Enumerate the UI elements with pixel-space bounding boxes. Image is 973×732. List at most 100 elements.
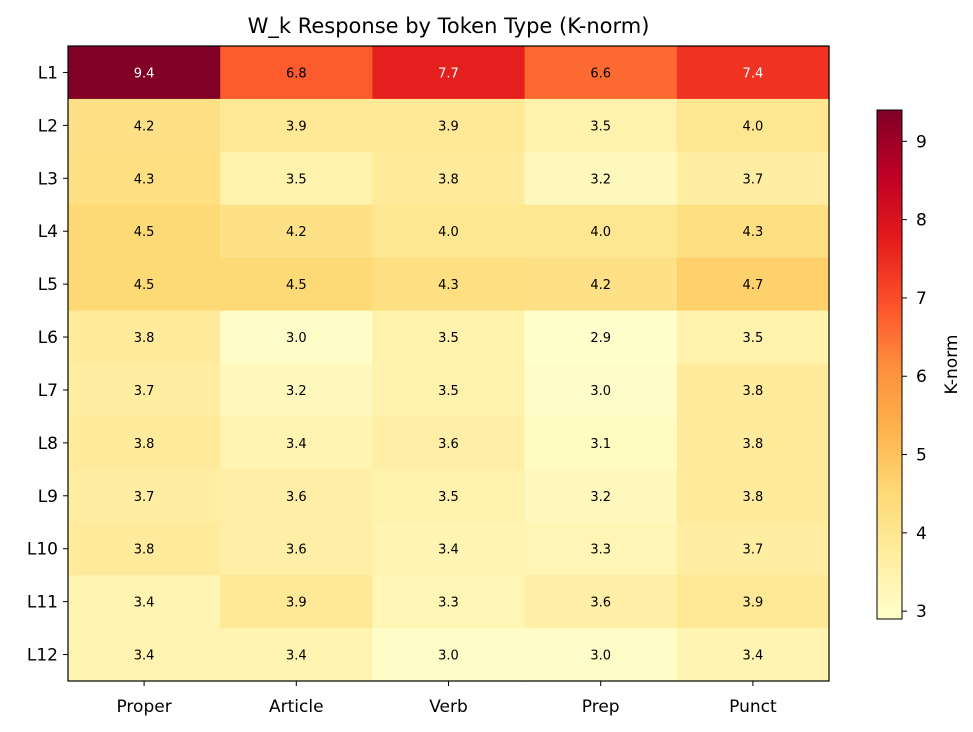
heatmap-cell: [372, 416, 526, 470]
cell-value-label: 3.5: [286, 172, 307, 187]
cell-value-label: 3.6: [286, 543, 307, 558]
heatmap-cell: [68, 204, 221, 259]
colorbar-tick-label: 7: [916, 289, 927, 309]
cell-value-label: 4.3: [743, 225, 764, 240]
x-tick-label: Prep: [582, 697, 620, 717]
cell-value-label: 3.2: [590, 172, 611, 187]
cell-value-label: 3.7: [743, 543, 764, 558]
heatmap-cell: [524, 204, 678, 259]
heatmap-cell: [676, 416, 830, 470]
heatmap-cell: [220, 204, 373, 259]
cell-value-label: 3.4: [743, 649, 764, 664]
heatmap-cell: [68, 522, 221, 576]
colorbar: 3 4 5 6 7 8 9 K-norm: [876, 109, 962, 622]
y-tick-label: L1: [38, 63, 58, 83]
heatmap-cell: [220, 469, 373, 523]
cell-value-label: 6.6: [590, 66, 611, 81]
heatmap-cell: [68, 310, 221, 365]
heatmap-cell: [524, 575, 678, 629]
cell-value-label: 4.7: [743, 278, 764, 293]
y-tick-label: L3: [38, 169, 58, 189]
y-tick-label: L12: [27, 646, 58, 666]
heatmap-cell: [220, 257, 373, 312]
cell-value-label: 4.5: [134, 278, 155, 293]
cell-value-label: 3.0: [286, 331, 307, 346]
cell-value-label: 3.9: [286, 119, 307, 134]
cell-value-label: 4.2: [134, 119, 155, 134]
cell-value-label: 3.8: [438, 172, 459, 187]
cell-value-label: 3.0: [438, 649, 459, 664]
heatmap-cell: [676, 46, 830, 100]
heatmap-cell: [220, 575, 373, 629]
heatmap-cell: [372, 522, 526, 576]
heatmap-cell: [524, 98, 678, 153]
heatmap-cell: [68, 469, 221, 523]
heatmap-cell: [220, 416, 373, 470]
heatmap-cell: [676, 310, 830, 365]
cell-value-label: 7.7: [438, 66, 459, 81]
heatmap-cell: [372, 151, 526, 206]
y-tick-label: L7: [38, 381, 58, 401]
cell-value-label: 3.8: [134, 331, 155, 346]
cell-value-label: 3.7: [743, 172, 764, 187]
cell-value-label: 3.1: [590, 437, 611, 452]
heatmap-cell: [524, 522, 678, 576]
heatmap-cell: [676, 204, 830, 259]
cell-value-label: 4.2: [286, 225, 307, 240]
heatmap-cell: [524, 469, 678, 523]
heatmap-cell: [372, 628, 526, 682]
cell-value-label: 3.8: [743, 437, 764, 452]
heatmap-cell: [372, 469, 526, 523]
cell-value-label: 6.8: [286, 66, 307, 81]
cell-value-label: 3.6: [438, 437, 459, 452]
cell-value-label: 3.4: [438, 543, 459, 558]
cell-value-label: 3.9: [743, 596, 764, 611]
cell-value-label: 3.3: [438, 596, 459, 611]
cell-value-label: 3.4: [286, 437, 307, 452]
heatmap-cell: [676, 363, 830, 418]
x-axis: Proper Article Verb Prep Punct: [116, 681, 777, 717]
heatmap-cell: [220, 522, 373, 576]
heatmap-cell: [68, 575, 221, 629]
cell-value-label: 3.8: [743, 384, 764, 399]
heatmap-cell: [220, 98, 373, 153]
cell-value-label: 3.5: [743, 331, 764, 346]
cell-value-label: 3.5: [438, 490, 459, 505]
heatmap-cell: [68, 628, 221, 682]
heatmap-cell: [676, 151, 830, 206]
colorbar-gradient: [876, 109, 903, 620]
colorbar-tick-label: 8: [916, 211, 927, 231]
y-tick-label: L2: [38, 116, 58, 136]
cell-value-label: 3.8: [134, 437, 155, 452]
cell-value-label: 3.6: [286, 490, 307, 505]
heatmap-cell: [676, 628, 830, 682]
cell-value-label: 9.4: [134, 66, 155, 81]
y-axis: L1 L2 L3 L4 L5 L6 L7 L8 L9 L10 L11 L12: [27, 63, 68, 666]
cell-value-label: 3.4: [286, 649, 307, 664]
cell-value-label: 3.5: [590, 119, 611, 134]
colorbar-tick-label: 5: [916, 446, 927, 466]
heatmap-cell: [372, 46, 526, 100]
heatmap-cell: [676, 469, 830, 523]
cell-value-label: 3.8: [134, 543, 155, 558]
cell-value-label: 3.0: [590, 384, 611, 399]
y-tick-label: L5: [38, 275, 58, 295]
cell-value-label: 3.4: [134, 596, 155, 611]
cell-value-label: 3.4: [134, 649, 155, 664]
y-tick-label: L11: [27, 593, 58, 613]
heatmap-cell: [220, 46, 373, 100]
heatmap-cell: [676, 522, 830, 576]
colorbar-label: K-norm: [942, 335, 962, 395]
cell-value-label: 7.4: [743, 66, 764, 81]
heatmap-cells: 9.4 6.8 7.7 6.6 7.4 4.2 3.9 3.9 3.5 4.0 4.3 3.5 3.8 3…: [68, 46, 830, 682]
heatmap-cell: [372, 98, 526, 153]
heatmap-cell: [524, 628, 678, 682]
y-tick-label: L8: [38, 434, 58, 454]
heatmap-cell: [68, 416, 221, 470]
cell-value-label: 3.8: [743, 490, 764, 505]
heatmap-cell: [676, 575, 830, 629]
cell-value-label: 4.5: [286, 278, 307, 293]
cell-value-label: 4.2: [590, 278, 611, 293]
cell-value-label: 4.0: [743, 119, 764, 134]
